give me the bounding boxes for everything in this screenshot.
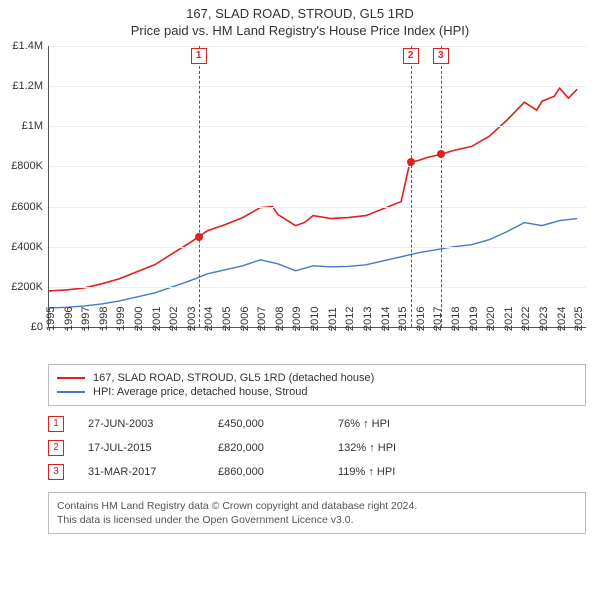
event-price: £820,000 [218, 442, 338, 454]
x-tick-label: 2000 [133, 305, 145, 331]
sale-dot [407, 158, 415, 166]
x-tick-label: 2007 [256, 305, 268, 331]
x-tick-label: 2010 [309, 305, 321, 331]
x-tick-label: 2018 [450, 305, 462, 331]
sale-marker-box: 3 [433, 48, 449, 64]
x-tick-label: 1999 [115, 305, 127, 331]
x-tick-label: 2020 [485, 305, 497, 331]
x-tick-label: 1998 [98, 305, 110, 331]
y-tick-label: £1.4M [12, 40, 49, 52]
attribution-line-2: This data is licensed under the Open Gov… [57, 513, 577, 527]
x-tick-label: 2009 [291, 305, 303, 331]
gridline [49, 287, 586, 288]
x-tick-label: 2019 [468, 305, 480, 331]
event-row: 3 31-MAR-2017£860,000119% ↑ HPI [48, 460, 586, 484]
y-tick-label: £800K [11, 160, 49, 172]
x-tick-label: 1997 [80, 305, 92, 331]
gridline [49, 46, 586, 47]
sale-dot [195, 233, 203, 241]
legend-label: HPI: Average price, detached house, Stro… [93, 386, 307, 398]
y-tick-label: £600K [11, 201, 49, 213]
chart-area: £0£200K£400K£600K£800K£1M£1.2M£1.4M19951… [48, 46, 586, 356]
event-date: 17-JUL-2015 [88, 442, 218, 454]
x-tick-label: 2014 [380, 305, 392, 331]
event-price: £450,000 [218, 418, 338, 430]
y-tick-label: £200K [11, 281, 49, 293]
title-block: 167, SLAD ROAD, STROUD, GL5 1RD Price pa… [0, 0, 600, 38]
attribution-line-1: Contains HM Land Registry data © Crown c… [57, 499, 577, 513]
sale-vline [199, 46, 200, 327]
event-marker: 1 [48, 416, 64, 432]
gridline [49, 126, 586, 127]
gridline [49, 247, 586, 248]
x-tick-label: 2013 [362, 305, 374, 331]
x-tick-label: 2008 [274, 305, 286, 331]
plot: £0£200K£400K£600K£800K£1M£1.2M£1.4M19951… [48, 46, 586, 328]
y-tick-label: £400K [11, 241, 49, 253]
x-tick-label: 2021 [503, 305, 515, 331]
title-main: 167, SLAD ROAD, STROUD, GL5 1RD [0, 6, 600, 21]
event-marker: 2 [48, 440, 64, 456]
legend-label: 167, SLAD ROAD, STROUD, GL5 1RD (detache… [93, 372, 374, 384]
x-tick-label: 2002 [168, 305, 180, 331]
sale-marker-box: 2 [403, 48, 419, 64]
event-row: 1 27-JUN-2003£450,00076% ↑ HPI [48, 412, 586, 436]
x-tick-label: 2024 [556, 305, 568, 331]
gridline [49, 207, 586, 208]
x-tick-label: 2003 [186, 305, 198, 331]
event-date: 31-MAR-2017 [88, 466, 218, 478]
legend-swatch [57, 377, 85, 379]
x-tick-label: 2011 [327, 305, 339, 331]
legend-swatch [57, 391, 85, 393]
sale-vline [411, 46, 412, 327]
event-date: 27-JUN-2003 [88, 418, 218, 430]
sale-dot [437, 150, 445, 158]
series-line [49, 88, 577, 291]
gridline [49, 86, 586, 87]
x-tick-label: 1995 [45, 305, 57, 331]
x-tick-label: 2004 [203, 305, 215, 331]
x-tick-label: 1996 [63, 305, 75, 331]
legend: 167, SLAD ROAD, STROUD, GL5 1RD (detache… [48, 364, 586, 406]
x-tick-label: 2023 [538, 305, 550, 331]
event-marker: 3 [48, 464, 64, 480]
series-lines [49, 46, 586, 327]
event-pct: 119% ↑ HPI [338, 466, 586, 478]
x-tick-label: 2005 [221, 305, 233, 331]
event-pct: 132% ↑ HPI [338, 442, 586, 454]
y-tick-label: £1M [22, 120, 49, 132]
legend-row: HPI: Average price, detached house, Stro… [57, 385, 577, 399]
x-tick-label: 2025 [573, 305, 585, 331]
sale-marker-box: 1 [191, 48, 207, 64]
gridline [49, 166, 586, 167]
event-row: 2 17-JUL-2015£820,000132% ↑ HPI [48, 436, 586, 460]
event-price: £860,000 [218, 466, 338, 478]
x-tick-label: 2016 [415, 305, 427, 331]
chart-container: 167, SLAD ROAD, STROUD, GL5 1RD Price pa… [0, 0, 600, 590]
x-tick-label: 2015 [397, 305, 409, 331]
title-sub: Price paid vs. HM Land Registry's House … [0, 23, 600, 38]
x-tick-label: 2022 [520, 305, 532, 331]
sale-events: 1 27-JUN-2003£450,00076% ↑ HPI 2 17-JUL-201… [48, 412, 586, 484]
series-line [49, 219, 577, 308]
x-tick-label: 2012 [344, 305, 356, 331]
x-tick-label: 2017 [432, 305, 444, 331]
x-tick-label: 2006 [239, 305, 251, 331]
attribution: Contains HM Land Registry data © Crown c… [48, 492, 586, 534]
x-tick-label: 2001 [151, 305, 163, 331]
legend-row: 167, SLAD ROAD, STROUD, GL5 1RD (detache… [57, 371, 577, 385]
sale-vline [441, 46, 442, 327]
y-tick-label: £1.2M [12, 80, 49, 92]
event-pct: 76% ↑ HPI [338, 418, 586, 430]
